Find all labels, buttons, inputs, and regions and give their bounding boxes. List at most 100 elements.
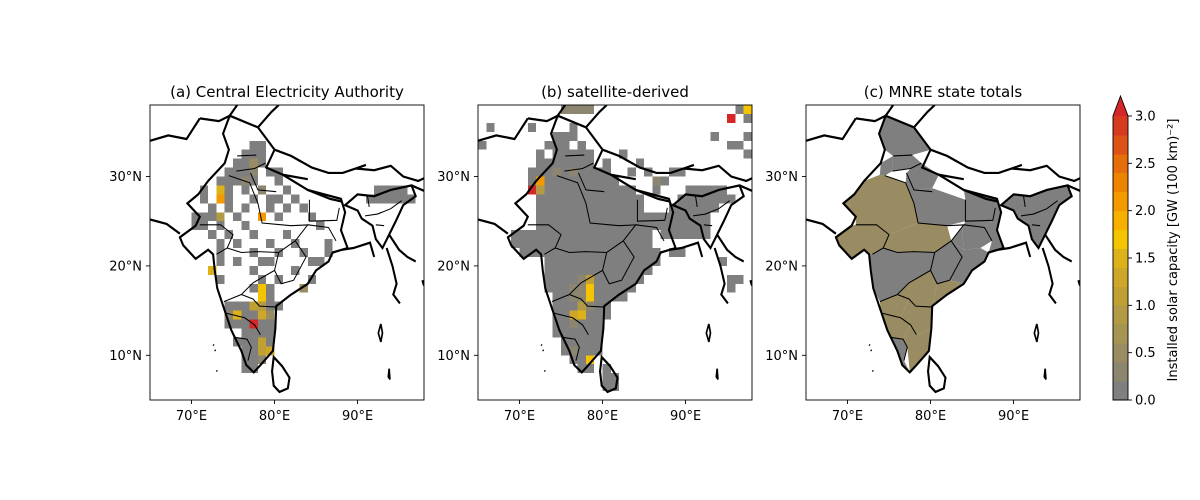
grid-cell: [552, 221, 562, 231]
grid-cell: [241, 203, 250, 213]
grid-cell: [610, 176, 620, 186]
grid-cell: [552, 283, 562, 293]
grid-cell: [627, 212, 636, 222]
grid-cell: [619, 203, 628, 213]
grid-cell: [561, 248, 570, 257]
grid-cell: [241, 185, 250, 195]
colorbar-level: [1113, 191, 1128, 212]
grid-cell: [544, 194, 553, 204]
grid-cell: [233, 239, 242, 249]
grid-cell: [561, 319, 570, 329]
grid-cell: [216, 239, 225, 249]
colorbar-level: [1113, 324, 1128, 344]
grid-cell: [552, 194, 562, 204]
grid-cell: [743, 131, 752, 141]
grid-cell: [536, 185, 545, 195]
grid-cell: [585, 292, 595, 302]
grid-cell: [585, 355, 595, 365]
grid-cell: [635, 239, 645, 249]
grid-cell: [585, 239, 595, 249]
lakshadweep-islands: [212, 343, 218, 373]
grid-cell: [536, 176, 545, 186]
grid-cell: [702, 194, 711, 204]
grid-cell: [660, 176, 669, 186]
grid-cell: [619, 256, 628, 266]
grid-cell: [199, 185, 209, 195]
grid-cell: [561, 203, 570, 213]
grid-cell: [233, 319, 242, 329]
grid-cell: [569, 203, 578, 213]
grid-cell: [585, 176, 595, 186]
grid-cell: [561, 105, 570, 114]
grid-cell: [594, 256, 603, 266]
colorbar-extend-arrow: [1113, 96, 1128, 116]
grid-cell: [569, 310, 578, 320]
grid-cell: [602, 185, 611, 195]
grid-cell: [561, 158, 570, 168]
lat-tick-label: 20°N: [437, 259, 470, 274]
grid-cell: [585, 158, 595, 168]
grid-cell: [569, 131, 578, 141]
grid-cell: [257, 346, 267, 356]
grid-cell: [610, 373, 620, 383]
grid-cell: [594, 337, 603, 347]
lakshadweep-islands: [540, 343, 546, 373]
grid-cell: [693, 194, 703, 204]
grid-cell: [561, 328, 570, 338]
grid-cell: [602, 239, 611, 249]
grid-cell: [727, 194, 736, 204]
lat-tick-label: 10°N: [765, 349, 798, 364]
grid-cell: [552, 212, 562, 222]
colorbar-level: [1113, 286, 1128, 306]
andaman-islands: [1033, 323, 1047, 380]
grid-cell: [199, 221, 209, 231]
grid-cell: [249, 346, 258, 356]
grid-cell: [718, 194, 728, 204]
grid-cell: [282, 230, 292, 240]
grid-cell: [610, 256, 620, 266]
grid-cell: [660, 221, 669, 231]
grid-cell: [266, 256, 275, 266]
grid-cell: [635, 274, 645, 284]
grid-cell: [324, 239, 333, 249]
grid-cell: [569, 167, 578, 177]
grid-cell: [577, 221, 586, 231]
grid-cell: [257, 328, 267, 338]
grid-cell: [594, 301, 603, 311]
state-uttar-pradesh: [905, 172, 966, 226]
grid-cell: [249, 310, 258, 320]
grid-cell: [569, 265, 578, 275]
grid-cell: [602, 176, 611, 186]
grid-cell: [291, 265, 300, 275]
grid-cell: [610, 185, 620, 195]
grid-cell: [627, 221, 636, 231]
grid-cell: [602, 203, 611, 213]
grid-cell: [390, 194, 400, 204]
colorbar-tick-label: 1.0: [1135, 299, 1156, 314]
grid-cell: [602, 194, 611, 204]
grid-cell: [249, 167, 258, 177]
grid-cell: [610, 230, 620, 240]
grid-cell: [635, 248, 645, 257]
grid-cell: [249, 328, 258, 338]
grid-cell: [233, 256, 242, 266]
grid-cell: [644, 265, 653, 275]
grid-cell: [241, 158, 250, 168]
grid-cell: [577, 212, 586, 222]
grid-cell: [241, 364, 250, 374]
grid-cell: [561, 149, 570, 159]
andaman-islands: [377, 323, 391, 380]
grid-cell: [561, 221, 570, 231]
grid-cell: [685, 221, 694, 231]
grid-cell: [266, 239, 275, 249]
grid-cell: [585, 105, 595, 114]
state-punjab: [879, 155, 894, 176]
grid-cell: [266, 301, 275, 311]
grid-cell: [544, 185, 553, 195]
grid-cell: [536, 149, 545, 159]
grid-cell: [710, 194, 719, 204]
grid-cell: [619, 149, 628, 159]
grid-cell: [249, 149, 258, 159]
grid-cell: [291, 194, 300, 204]
lat-tick-label: 10°N: [437, 349, 470, 364]
